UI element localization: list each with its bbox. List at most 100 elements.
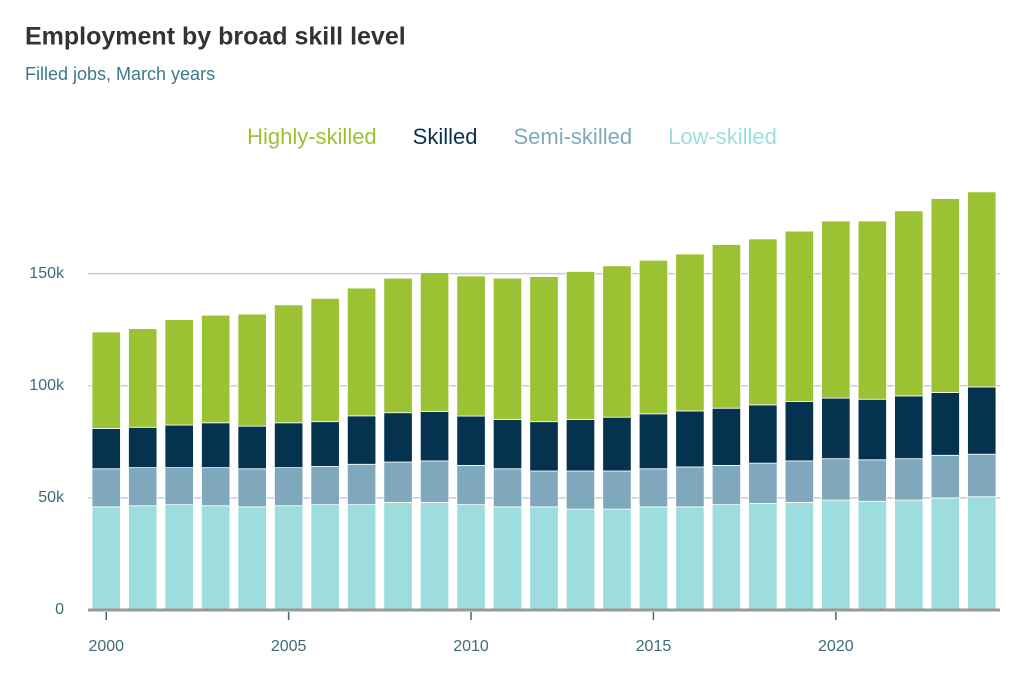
bar-segment bbox=[894, 458, 924, 501]
bar-segment bbox=[164, 424, 194, 469]
bar-segment bbox=[529, 470, 559, 508]
bar-segment bbox=[492, 468, 523, 508]
bar-segment bbox=[967, 496, 997, 611]
legend-entry: Low-skilled bbox=[668, 124, 777, 149]
bar-segment bbox=[237, 468, 267, 508]
bar-segment bbox=[274, 467, 304, 507]
bar-segment bbox=[419, 460, 450, 503]
bar-segment bbox=[346, 287, 377, 417]
bar-segment bbox=[857, 220, 887, 400]
bar-segment bbox=[894, 499, 924, 611]
legend-entry: Semi-skilled bbox=[513, 124, 632, 149]
bar-segment bbox=[346, 415, 377, 465]
bar-segment bbox=[237, 313, 267, 427]
x-tick-label: 2020 bbox=[818, 638, 854, 655]
bar-segment bbox=[857, 398, 887, 461]
chart-title: Employment by broad skill level bbox=[25, 23, 406, 51]
bar-segment bbox=[383, 501, 413, 611]
bar-segment bbox=[821, 220, 851, 399]
x-tick-label: 2000 bbox=[88, 638, 124, 655]
bar-segment bbox=[930, 497, 960, 611]
bar-segment bbox=[274, 505, 304, 611]
bar-segment bbox=[711, 244, 742, 409]
bar-segment bbox=[894, 210, 924, 397]
bar-segment bbox=[675, 506, 705, 611]
bar-segment bbox=[711, 464, 742, 506]
bar-segment bbox=[602, 470, 632, 510]
bar-segment bbox=[930, 454, 960, 499]
bar-segment bbox=[456, 464, 486, 506]
bar-segment bbox=[237, 506, 267, 611]
bar-segment bbox=[310, 297, 340, 423]
bar-segment bbox=[274, 304, 304, 424]
bar-segment bbox=[310, 421, 340, 467]
bar-segment bbox=[821, 458, 851, 501]
bar-segment bbox=[383, 277, 413, 414]
bar-segment bbox=[638, 413, 669, 470]
x-tick-label: 2005 bbox=[271, 638, 307, 655]
bar-segment bbox=[711, 504, 742, 611]
bar-segment bbox=[91, 468, 121, 508]
bar-segment bbox=[492, 277, 523, 420]
bar-segment bbox=[565, 419, 596, 472]
bar-segment bbox=[894, 395, 924, 460]
bar-segment bbox=[456, 275, 486, 417]
y-tick-label: 100k bbox=[29, 377, 65, 394]
y-tick-label: 0 bbox=[55, 601, 64, 618]
bar-segment bbox=[930, 392, 960, 456]
bar-segment bbox=[419, 501, 450, 611]
bar-segment bbox=[164, 319, 194, 426]
bar-segment bbox=[164, 504, 194, 611]
bar-segment bbox=[602, 265, 632, 418]
bar-segment bbox=[419, 411, 450, 462]
bar-segment bbox=[383, 461, 413, 503]
bar-segment bbox=[346, 463, 377, 506]
bar-segment bbox=[346, 504, 377, 611]
bar-segment bbox=[675, 253, 705, 412]
bar-segment bbox=[274, 422, 304, 469]
bar-segment bbox=[529, 276, 559, 423]
bar-segment bbox=[565, 470, 596, 510]
bar-segment bbox=[675, 410, 705, 468]
bar-segment bbox=[91, 506, 121, 611]
bar-segment bbox=[784, 230, 814, 402]
x-tick-label: 2010 bbox=[453, 638, 489, 655]
bar-segment bbox=[821, 397, 851, 460]
bar-segment bbox=[565, 508, 596, 611]
bar-segment bbox=[128, 426, 158, 469]
bar-segment bbox=[967, 386, 997, 455]
bar-segment bbox=[201, 467, 231, 507]
bar-segment bbox=[91, 331, 121, 429]
bar-segment bbox=[237, 425, 267, 470]
bar-segment bbox=[310, 466, 340, 506]
legend-entry: Highly-skilled bbox=[247, 124, 377, 149]
bar-segment bbox=[711, 407, 742, 466]
bar-segment bbox=[492, 419, 523, 470]
bar-segment bbox=[201, 422, 231, 469]
bar-segment bbox=[201, 314, 231, 424]
bar-segment bbox=[857, 500, 887, 611]
bar-segment bbox=[529, 421, 559, 472]
bar-segment bbox=[967, 191, 997, 388]
bar-segment bbox=[748, 462, 778, 504]
bar-segment bbox=[930, 198, 960, 393]
bar-segment bbox=[857, 459, 887, 502]
bar-segment bbox=[602, 508, 632, 611]
bar-segment bbox=[784, 401, 814, 462]
bar-segment bbox=[128, 467, 158, 507]
bar-segment bbox=[419, 272, 450, 412]
bar-segment bbox=[675, 466, 705, 508]
bar-segment bbox=[492, 506, 523, 611]
y-tick-label: 50k bbox=[38, 489, 65, 506]
bar-segment bbox=[456, 504, 486, 611]
bar-segment bbox=[602, 416, 632, 472]
bar-segment bbox=[784, 501, 814, 611]
x-tick-label: 2015 bbox=[636, 638, 672, 655]
bar-segment bbox=[201, 505, 231, 611]
bar-segment bbox=[821, 499, 851, 611]
bar-segment bbox=[529, 506, 559, 611]
bar-segment bbox=[748, 404, 778, 464]
bar-segment bbox=[456, 415, 486, 466]
